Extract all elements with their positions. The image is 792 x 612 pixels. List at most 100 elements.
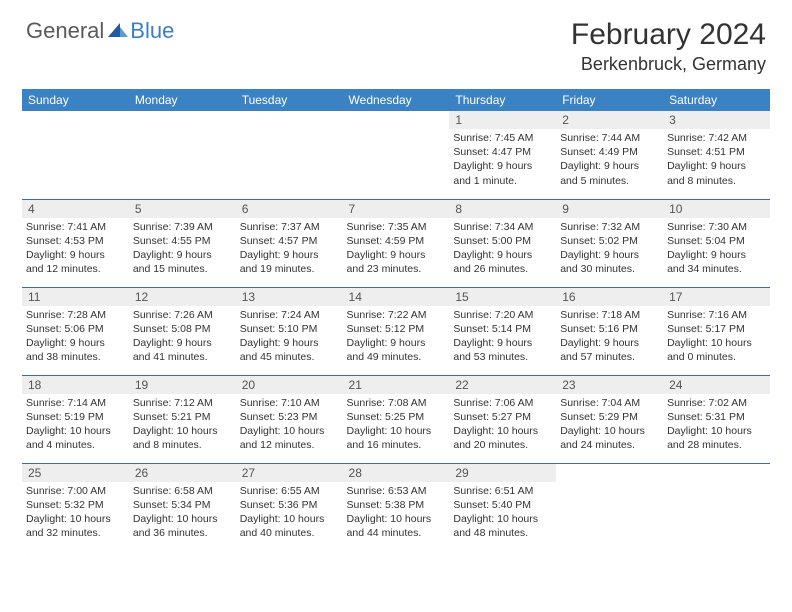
location-label: Berkenbruck, Germany (571, 54, 766, 75)
day-content: Sunrise: 6:51 AMSunset: 5:40 PMDaylight:… (449, 482, 556, 543)
day-number: 7 (343, 200, 450, 218)
day-number: 10 (663, 200, 770, 218)
day-line: Sunrise: 7:22 AM (347, 308, 446, 322)
table-row: 11Sunrise: 7:28 AMSunset: 5:06 PMDayligh… (22, 287, 770, 375)
day-cell: 18Sunrise: 7:14 AMSunset: 5:19 PMDayligh… (22, 375, 129, 463)
day-line: and 53 minutes. (453, 350, 552, 364)
logo-triangle-icon (108, 21, 128, 42)
day-line: Sunset: 5:27 PM (453, 410, 552, 424)
day-line: Sunrise: 7:26 AM (133, 308, 232, 322)
day-content: Sunrise: 7:16 AMSunset: 5:17 PMDaylight:… (663, 306, 770, 367)
day-line: Sunset: 5:12 PM (347, 322, 446, 336)
day-line: Sunset: 5:40 PM (453, 498, 552, 512)
day-content: Sunrise: 7:02 AMSunset: 5:31 PMDaylight:… (663, 394, 770, 455)
day-content: Sunrise: 7:45 AMSunset: 4:47 PMDaylight:… (449, 129, 556, 190)
day-content: Sunrise: 7:08 AMSunset: 5:25 PMDaylight:… (343, 394, 450, 455)
day-line: Sunset: 5:32 PM (26, 498, 125, 512)
day-cell (129, 111, 236, 199)
day-content: Sunrise: 7:12 AMSunset: 5:21 PMDaylight:… (129, 394, 236, 455)
day-line: Sunset: 5:14 PM (453, 322, 552, 336)
day-number: 5 (129, 200, 236, 218)
day-cell: 6Sunrise: 7:37 AMSunset: 4:57 PMDaylight… (236, 199, 343, 287)
day-cell: 12Sunrise: 7:26 AMSunset: 5:08 PMDayligh… (129, 287, 236, 375)
day-cell: 5Sunrise: 7:39 AMSunset: 4:55 PMDaylight… (129, 199, 236, 287)
day-cell: 15Sunrise: 7:20 AMSunset: 5:14 PMDayligh… (449, 287, 556, 375)
day-line: Daylight: 9 hours (667, 159, 766, 173)
day-content: Sunrise: 7:24 AMSunset: 5:10 PMDaylight:… (236, 306, 343, 367)
day-line: Daylight: 10 hours (240, 512, 339, 526)
day-line: Sunset: 5:29 PM (560, 410, 659, 424)
day-line: Daylight: 9 hours (560, 159, 659, 173)
day-number: 28 (343, 464, 450, 482)
day-cell: 23Sunrise: 7:04 AMSunset: 5:29 PMDayligh… (556, 375, 663, 463)
table-row: 4Sunrise: 7:41 AMSunset: 4:53 PMDaylight… (22, 199, 770, 287)
day-line: Sunrise: 7:37 AM (240, 220, 339, 234)
day-line: and 32 minutes. (26, 526, 125, 540)
day-line: Sunrise: 7:45 AM (453, 131, 552, 145)
day-line: Daylight: 9 hours (560, 336, 659, 350)
day-content: Sunrise: 6:58 AMSunset: 5:34 PMDaylight:… (129, 482, 236, 543)
logo: General Blue (26, 18, 174, 44)
day-line: Sunrise: 7:00 AM (26, 484, 125, 498)
day-content: Sunrise: 7:44 AMSunset: 4:49 PMDaylight:… (556, 129, 663, 190)
day-cell: 20Sunrise: 7:10 AMSunset: 5:23 PMDayligh… (236, 375, 343, 463)
day-cell: 13Sunrise: 7:24 AMSunset: 5:10 PMDayligh… (236, 287, 343, 375)
day-line: Sunrise: 6:51 AM (453, 484, 552, 498)
day-content: Sunrise: 7:34 AMSunset: 5:00 PMDaylight:… (449, 218, 556, 279)
day-line: and 16 minutes. (347, 438, 446, 452)
day-line: Daylight: 10 hours (667, 336, 766, 350)
day-line: and 26 minutes. (453, 262, 552, 276)
day-line: Sunrise: 7:10 AM (240, 396, 339, 410)
day-number: 21 (343, 376, 450, 394)
day-line: Sunrise: 7:08 AM (347, 396, 446, 410)
day-number: 15 (449, 288, 556, 306)
day-number: 8 (449, 200, 556, 218)
day-line: Sunrise: 7:04 AM (560, 396, 659, 410)
day-line: Daylight: 9 hours (133, 336, 232, 350)
weekday-header: Wednesday (343, 89, 450, 111)
day-line: Daylight: 10 hours (453, 424, 552, 438)
day-number: 29 (449, 464, 556, 482)
day-line: Daylight: 10 hours (240, 424, 339, 438)
day-line: and 20 minutes. (453, 438, 552, 452)
day-line: Sunset: 5:17 PM (667, 322, 766, 336)
day-line: Daylight: 10 hours (133, 424, 232, 438)
day-line: Daylight: 10 hours (560, 424, 659, 438)
day-line: Sunset: 5:06 PM (26, 322, 125, 336)
day-line: and 12 minutes. (26, 262, 125, 276)
day-number: 25 (22, 464, 129, 482)
day-cell: 9Sunrise: 7:32 AMSunset: 5:02 PMDaylight… (556, 199, 663, 287)
day-number: 12 (129, 288, 236, 306)
day-cell: 7Sunrise: 7:35 AMSunset: 4:59 PMDaylight… (343, 199, 450, 287)
day-cell: 4Sunrise: 7:41 AMSunset: 4:53 PMDaylight… (22, 199, 129, 287)
day-line: Sunset: 4:55 PM (133, 234, 232, 248)
day-line: Sunrise: 7:06 AM (453, 396, 552, 410)
day-line: Daylight: 9 hours (26, 336, 125, 350)
day-line: Sunset: 4:51 PM (667, 145, 766, 159)
day-line: and 57 minutes. (560, 350, 659, 364)
day-line: Daylight: 10 hours (453, 512, 552, 526)
day-line: Daylight: 9 hours (240, 248, 339, 262)
day-line: Sunset: 5:31 PM (667, 410, 766, 424)
day-content: Sunrise: 7:06 AMSunset: 5:27 PMDaylight:… (449, 394, 556, 455)
day-line: Sunrise: 7:12 AM (133, 396, 232, 410)
day-content: Sunrise: 7:20 AMSunset: 5:14 PMDaylight:… (449, 306, 556, 367)
day-line: Daylight: 10 hours (667, 424, 766, 438)
day-line: Daylight: 9 hours (453, 336, 552, 350)
day-number: 13 (236, 288, 343, 306)
day-cell: 11Sunrise: 7:28 AMSunset: 5:06 PMDayligh… (22, 287, 129, 375)
day-line: Sunset: 5:04 PM (667, 234, 766, 248)
day-cell (22, 111, 129, 199)
day-line: and 40 minutes. (240, 526, 339, 540)
day-line: Sunrise: 6:53 AM (347, 484, 446, 498)
day-content: Sunrise: 7:35 AMSunset: 4:59 PMDaylight:… (343, 218, 450, 279)
day-number: 26 (129, 464, 236, 482)
day-cell: 10Sunrise: 7:30 AMSunset: 5:04 PMDayligh… (663, 199, 770, 287)
day-cell: 3Sunrise: 7:42 AMSunset: 4:51 PMDaylight… (663, 111, 770, 199)
day-number: 19 (129, 376, 236, 394)
day-line: Daylight: 10 hours (347, 424, 446, 438)
day-line: Sunrise: 7:20 AM (453, 308, 552, 322)
day-line: Sunrise: 7:44 AM (560, 131, 659, 145)
day-line: and 5 minutes. (560, 174, 659, 188)
day-cell: 14Sunrise: 7:22 AMSunset: 5:12 PMDayligh… (343, 287, 450, 375)
